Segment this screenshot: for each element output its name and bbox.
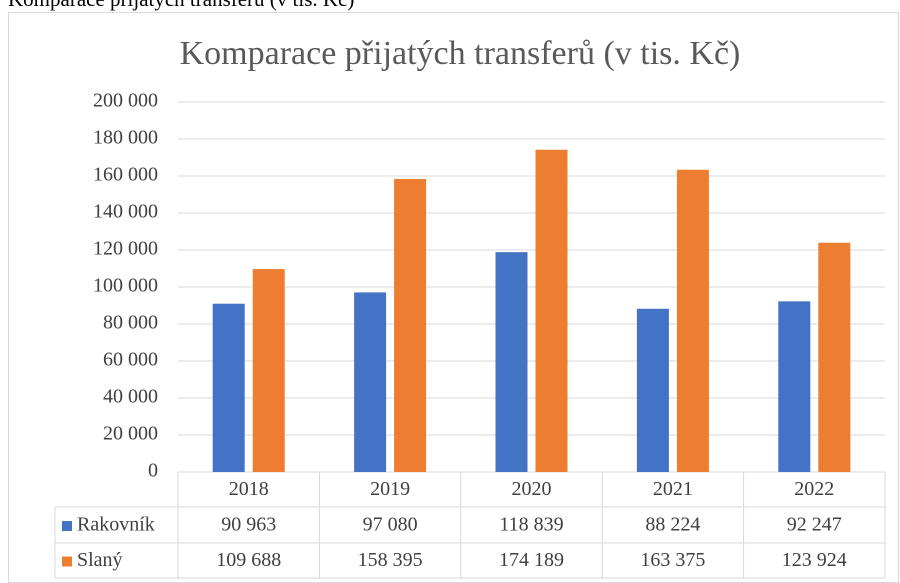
x-tick-label: 2021 [653, 478, 693, 500]
data-label: 92 247 [787, 514, 842, 536]
data-label: 97 080 [363, 514, 418, 536]
x-tick-label: 2019 [370, 478, 410, 500]
legend-label: Rakovník [77, 514, 155, 536]
bar [676, 169, 709, 472]
y-tick-label: 0 [148, 460, 158, 482]
legend-swatch [62, 521, 72, 531]
x-tick-label: 2022 [794, 478, 834, 500]
data-label: 174 189 [499, 549, 564, 571]
data-label: 109 688 [216, 549, 281, 571]
data-label: 118 839 [499, 514, 563, 536]
legend-swatch [62, 556, 72, 567]
bar [394, 178, 427, 473]
legend-label: Slaný [77, 549, 123, 571]
y-tick-label: 20 000 [103, 423, 158, 445]
bar [636, 308, 669, 472]
data-label: 158 395 [358, 549, 423, 571]
x-tick-label: 2018 [229, 478, 269, 500]
y-tick-label: 160 000 [93, 164, 158, 186]
y-tick-label: 40 000 [103, 386, 158, 408]
y-tick-label: 200 000 [93, 90, 158, 112]
bar [495, 252, 528, 472]
y-tick-label: 100 000 [93, 275, 158, 297]
data-label: 123 924 [782, 549, 847, 571]
bar [354, 292, 387, 472]
data-label: 88 224 [645, 514, 700, 536]
caption: Komparace přijatých transferů (v tis. Kč… [8, 0, 354, 11]
chart-title: Komparace přijatých transferů (v tis. Kč… [180, 35, 741, 72]
bar [212, 303, 245, 472]
bar [778, 301, 811, 472]
y-tick-label: 60 000 [103, 349, 158, 371]
y-tick-label: 120 000 [93, 238, 158, 260]
y-tick-label: 140 000 [93, 201, 158, 223]
data-label: 90 963 [221, 514, 276, 536]
bar [535, 149, 568, 472]
bar [252, 269, 285, 472]
y-tick-label: 80 000 [103, 312, 158, 334]
x-tick-label: 2020 [512, 478, 552, 500]
data-label: 163 375 [640, 549, 705, 571]
y-tick-label: 180 000 [93, 127, 158, 149]
bar [818, 242, 851, 472]
